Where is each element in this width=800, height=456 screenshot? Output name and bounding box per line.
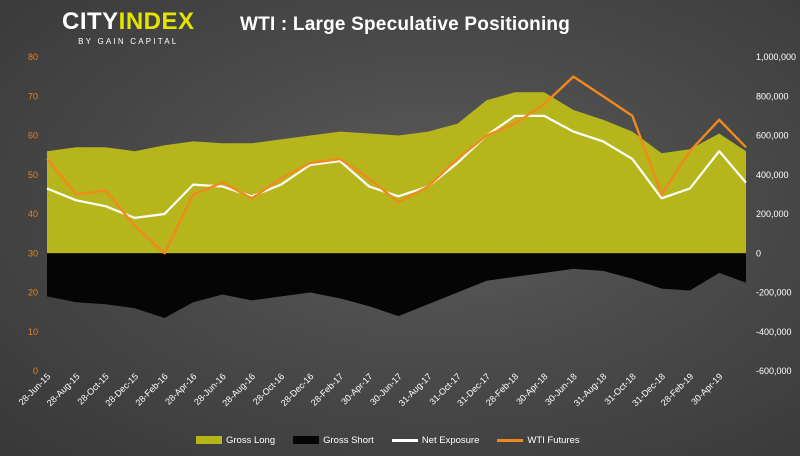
logo-accent-text: INDEX bbox=[118, 8, 195, 35]
city-index-logo: CITYINDEX BY GAIN CAPITAL bbox=[62, 8, 195, 47]
legend-item-wti-futures: WTI Futures bbox=[497, 434, 580, 446]
left-axis-tick-label: 10 bbox=[28, 327, 38, 337]
right-axis-tick-label: 800,000 bbox=[756, 91, 789, 101]
legend-label-gross-short: Gross Short bbox=[323, 434, 374, 446]
legend-item-net-exposure: Net Exposure bbox=[391, 434, 480, 446]
series-area-gross-short bbox=[47, 253, 746, 318]
chart-legend: Gross Long Gross Short Net Exposure WTI … bbox=[196, 433, 598, 447]
series-area-gross-long bbox=[47, 92, 746, 254]
left-axis-tick-label: 40 bbox=[28, 209, 38, 219]
legend-swatch-wti-futures bbox=[497, 438, 524, 442]
left-axis-tick-label: 80 bbox=[28, 52, 38, 62]
left-axis-tick-label: 0 bbox=[33, 366, 38, 376]
left-axis-tick-label: 50 bbox=[28, 170, 38, 180]
x-axis-tick-label: 28-Feb-17 bbox=[309, 371, 345, 407]
x-axis-tick-label: 30-Apr-19 bbox=[689, 371, 724, 406]
x-axis-tick-label: 28-Feb-16 bbox=[133, 371, 169, 407]
left-axis-tick-label: 70 bbox=[28, 91, 38, 101]
left-axis-tick-label: 20 bbox=[28, 288, 38, 298]
left-axis-tick-label: 60 bbox=[28, 131, 38, 141]
legend-swatch-gross-long bbox=[196, 436, 222, 444]
legend-item-gross-long: Gross Long bbox=[196, 435, 275, 446]
legend-label-wti-futures: WTI Futures bbox=[527, 434, 580, 446]
right-axis-tick-label: 0 bbox=[756, 248, 761, 258]
legend-item-gross-short: Gross Short bbox=[293, 435, 374, 446]
right-axis-tick-label: -400,000 bbox=[756, 327, 792, 337]
right-axis-tick-label: 400,000 bbox=[756, 170, 789, 180]
right-axis-tick-label: 1,000,000 bbox=[756, 52, 796, 62]
legend-swatch-net-exposure bbox=[391, 438, 418, 442]
series-line-wti-futures bbox=[46, 75, 747, 255]
legend-swatch-gross-short bbox=[293, 436, 320, 444]
right-axis-tick-label: -200,000 bbox=[756, 288, 792, 298]
right-axis-tick-label: 600,000 bbox=[756, 131, 789, 141]
legend-label-gross-long: Gross Long bbox=[226, 434, 276, 446]
right-axis-tick-label: -600,000 bbox=[756, 366, 792, 376]
logo-main-text: CITY bbox=[62, 8, 119, 35]
left-axis-tick-label: 30 bbox=[28, 248, 38, 258]
chart-title: WTI : Large Speculative Positioning bbox=[240, 14, 571, 35]
right-axis-tick-label: 200,000 bbox=[756, 209, 789, 219]
logo-subtitle: BY GAIN CAPITAL bbox=[78, 37, 179, 46]
legend-label-net-exposure: Net Exposure bbox=[421, 434, 480, 446]
series-line-net-exposure bbox=[46, 114, 747, 219]
